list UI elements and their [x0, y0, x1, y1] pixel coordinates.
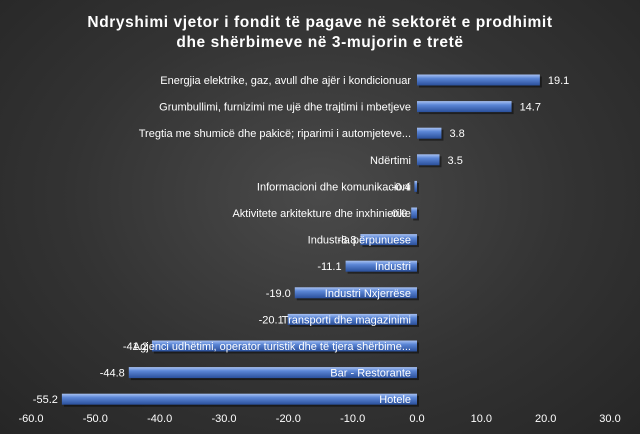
value-label: 14.7 [520, 102, 541, 114]
bar [411, 207, 417, 219]
category-label: Transporti dhe magazinimi [282, 314, 411, 326]
x-axis: -60.0 -50.0 -40.0 -30.0 -20.0 -10.0 0.0 10.0 20.… [18, 413, 620, 425]
bar [417, 101, 512, 113]
x-tick-label: -40.0 [147, 413, 172, 425]
value-label: -44.8 [100, 368, 125, 380]
category-label: Industri [375, 261, 411, 273]
chart-title-line-2: dhe shërbimeve në 3-mujorin e tretë [176, 34, 463, 51]
category-label: Industria përpunuese [308, 235, 411, 247]
x-tick-label: 30.0 [599, 413, 620, 425]
category-label: Agjenci udhëtimi, operator turistik dhe … [133, 341, 411, 353]
value-label: -11.1 [317, 261, 341, 273]
x-tick-label: -10.0 [340, 413, 365, 425]
bar [61, 393, 417, 405]
x-tick-label: -20.0 [276, 413, 301, 425]
category-label: Energjia elektrike, gaz, avull dhe ajër … [160, 75, 411, 87]
value-label: -8.8 [337, 235, 356, 247]
bar [417, 74, 540, 86]
bar [417, 154, 440, 166]
value-label: 3.5 [448, 155, 463, 167]
bar [414, 180, 417, 192]
bar [345, 260, 417, 272]
value-label: -55.2 [33, 394, 58, 406]
bar [151, 340, 418, 352]
x-tick-label: 0.0 [409, 413, 424, 425]
value-label: 3.8 [449, 128, 464, 140]
bar [287, 313, 417, 325]
value-label: -0.9 [388, 208, 407, 220]
x-tick-label: 20.0 [535, 413, 556, 425]
category-label: Ndërtimi [370, 155, 411, 167]
x-tick-label: 10.0 [471, 413, 492, 425]
x-tick-label: -30.0 [211, 413, 236, 425]
bar [417, 127, 442, 139]
category-label: Informacioni dhe komunikacioni [257, 181, 411, 193]
category-label: Grumbullimi, furnizimi me ujë dhe trajti… [159, 102, 411, 114]
value-label: -41.2 [123, 341, 148, 353]
category-label: Industri Nxjerrëse [325, 288, 411, 300]
bar [360, 234, 417, 246]
x-tick-label: -60.0 [18, 413, 43, 425]
category-label: Tregtia me shumicë dhe pakicë; riparimi … [139, 128, 411, 140]
value-label: -20.1 [259, 314, 284, 326]
bars-group: Energjia elektrike, gaz, avull dhe ajër … [33, 74, 569, 407]
value-label: -19.0 [266, 288, 291, 300]
category-label: Aktivitete arkitekture dhe inxhinierike [232, 208, 411, 220]
category-label: Bar - Restorante [330, 368, 411, 380]
value-label: 19.1 [548, 75, 569, 87]
bar [128, 367, 417, 379]
bar-shadow [416, 182, 419, 194]
x-tick-label: -50.0 [83, 413, 108, 425]
value-label: -0.4 [391, 181, 410, 193]
bar [294, 287, 417, 299]
category-label: Hotele [379, 394, 411, 406]
chart-title-line-1: Ndryshimi vjetor i fondit të pagave në s… [87, 14, 552, 31]
